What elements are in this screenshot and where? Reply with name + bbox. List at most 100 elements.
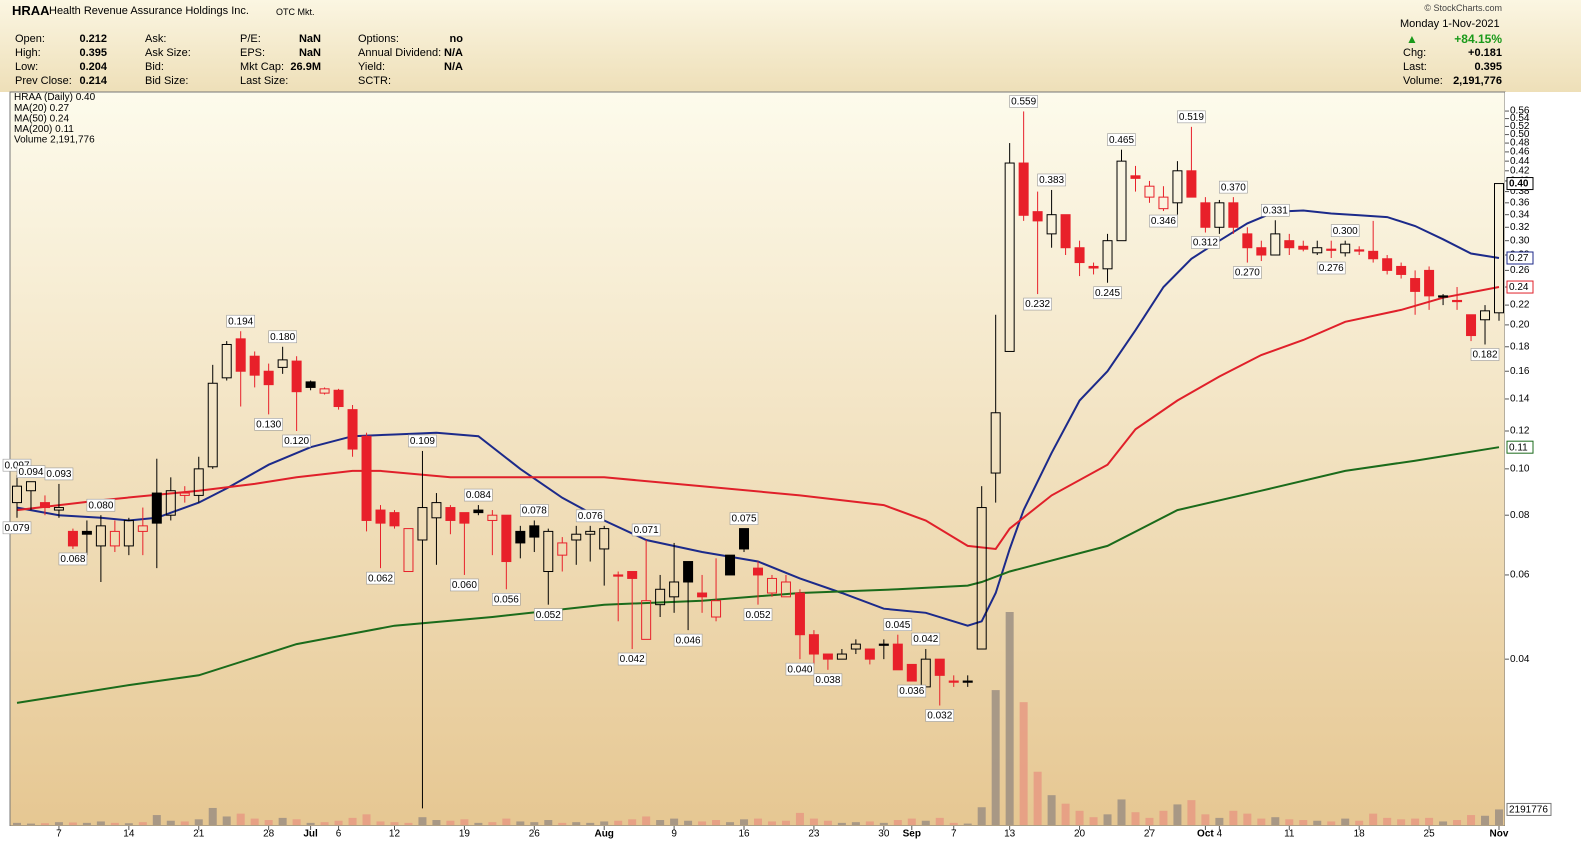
candle-body [613,574,624,577]
annotation-box [226,314,255,328]
legend-ma-value: 0.11 [55,124,74,135]
volume-bar [809,818,818,825]
field-value: N/A [444,47,463,59]
volume-bar [96,821,105,825]
field-value: 2,191,776 [1453,75,1502,87]
candle-body [1312,247,1323,254]
volume-bar [516,821,525,825]
volume-bar [180,821,189,825]
candle-body [81,530,92,535]
volume-bar [264,820,273,825]
volume-bar [1201,814,1210,825]
annotation: 0.276 [1319,263,1344,274]
volume-bar [236,813,245,825]
annotation: 0.071 [634,525,659,536]
annotation: 0.120 [284,436,309,447]
candle-body [1046,214,1057,235]
volume-bar [418,817,427,825]
candle-body [1494,183,1504,314]
x-tick-label: 9 [671,829,677,840]
volume-bar [670,818,679,825]
candle-body [207,382,218,468]
candle-body [892,643,903,671]
volume-bar [851,822,860,825]
candle-body [1102,240,1113,270]
x-tick-label: 7 [56,829,62,840]
candle-body [1032,211,1043,222]
x-tick-label: Sep [903,829,921,840]
field-value: 26.9M [290,61,321,73]
annotation-box [1316,261,1346,275]
annotation-box [86,498,116,512]
annotation: 0.245 [1095,288,1120,299]
annotation-box [897,684,927,698]
annotation: 0.038 [815,675,840,686]
y-tick-label: 0.32 [1510,222,1530,233]
volume-bar [977,807,986,825]
volume-bar [40,823,49,825]
annotation: 0.331 [1263,205,1288,216]
x-tick-label: 14 [123,829,135,840]
candle-body [1144,185,1155,198]
candle-body [1074,247,1085,264]
candle-body [711,600,722,618]
candle-body [417,507,428,541]
candle-body [1326,248,1337,251]
volume-bar [1117,799,1126,825]
candle-body [487,514,498,521]
volume-bar [54,822,63,825]
volume-bar [837,822,846,825]
field-label: Yield: [358,61,386,73]
volume-bar [166,820,175,825]
candle-body [1200,202,1211,228]
candle-body [753,567,763,576]
annotation-box [673,633,703,647]
annotation-box [617,652,647,666]
volume-bar [460,819,469,825]
volume-bar [572,822,581,825]
annotation-box [1107,133,1136,146]
candle-body [822,653,833,660]
volume-bar [935,817,944,825]
volume-bar [1495,809,1503,825]
company: Health Revenue Assurance Holdings Inc. [49,5,249,17]
volume-bar [1467,815,1476,825]
field-value: NaN [298,33,321,45]
volume-bar [600,821,609,825]
candle-body [1284,240,1295,249]
volume-bar [1131,812,1140,825]
field-label: P/E: [240,33,261,45]
candle-body [836,653,847,660]
candle-body [1452,299,1463,303]
annotation-box [729,512,759,525]
x-tick-label: 19 [459,829,471,840]
x-tick-label: 25 [1424,829,1436,840]
y-tick-label: 0.22 [1510,300,1530,311]
volume-bar [194,819,203,825]
annotation: 0.346 [1151,216,1176,227]
volume-bar [1341,818,1350,825]
annotation-box [925,709,955,722]
volume-bar [152,815,161,825]
volume-bar [1299,820,1308,825]
field-label: Ask: [145,33,167,45]
annotation: 0.078 [522,506,547,517]
ma-tag-box [1506,251,1534,265]
annotation: 0.182 [1473,350,1498,361]
annotation-box [1330,224,1360,237]
x-tick-label: 30 [878,829,890,840]
volume-bar [893,820,902,825]
volume-bar [334,820,343,825]
x-tick-label: 13 [1004,829,1016,840]
field-label: SCTR: [358,75,391,87]
volume-bar [740,819,749,825]
y-tick-label: 0.10 [1510,463,1530,474]
candle-body [109,530,120,547]
annotation: 0.042 [913,634,938,645]
ma-tag: 0.27 [1509,253,1529,264]
candle-body [1060,214,1071,249]
volume-bar [1047,795,1056,825]
volume-bar [698,821,707,825]
candle-body [515,530,526,544]
legend-ma-name: MA(50) [14,113,47,124]
